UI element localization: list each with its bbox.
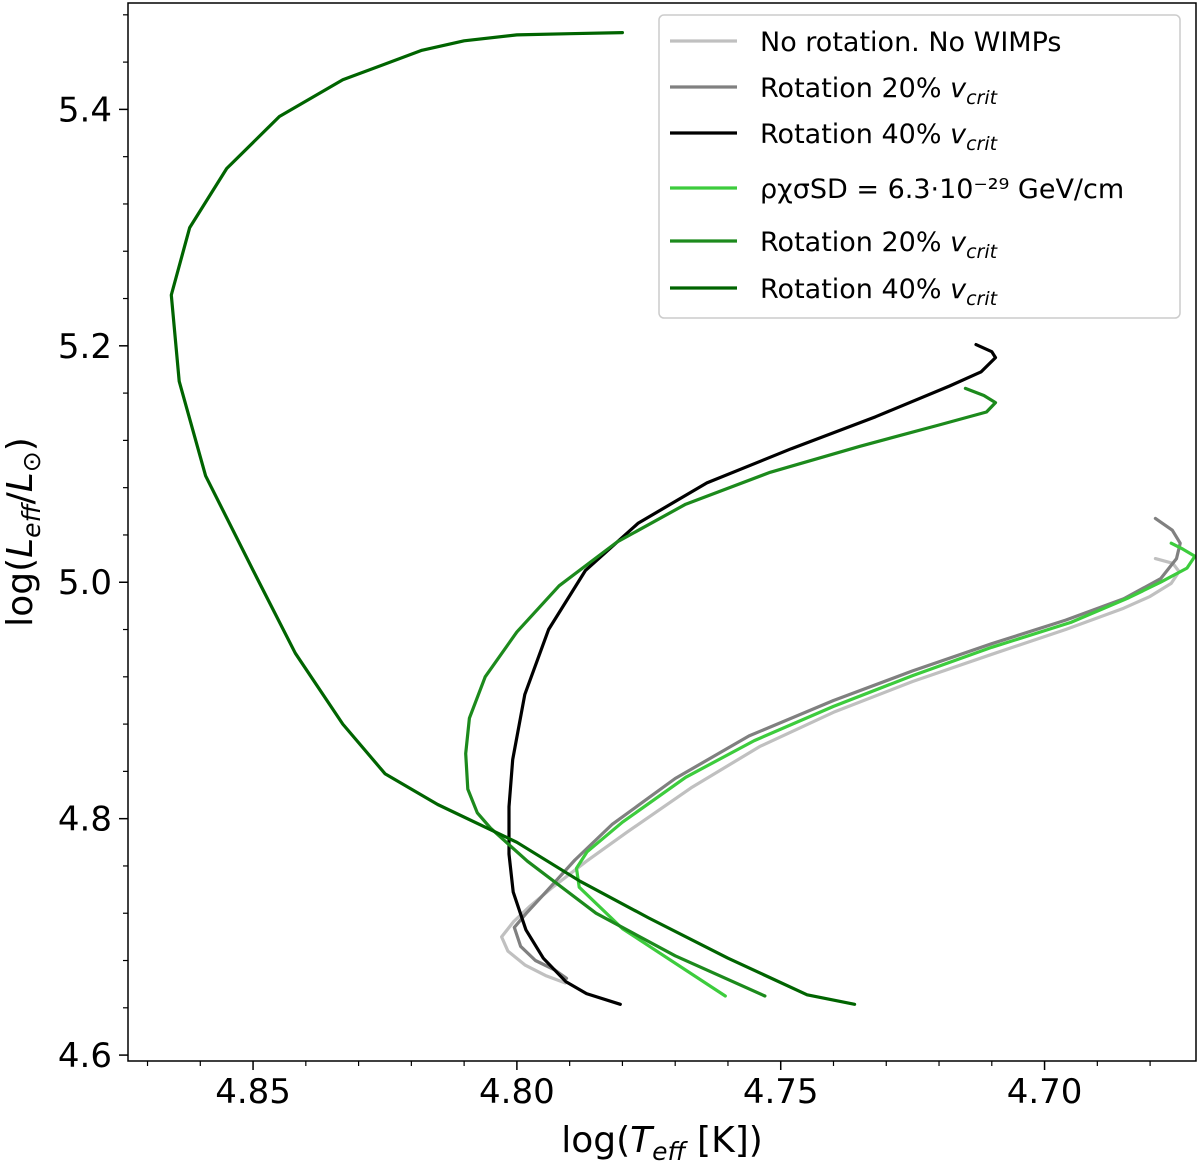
series-line-2 [512, 516, 1182, 980]
series-line-3 [507, 343, 998, 1006]
tick-layer: 4.85 4.80 4.75 4.70 4.6 4.8 5.0 5.2 5.4 [58, 14, 1151, 1112]
series-line-6 [169, 31, 857, 1006]
x-tick-label: 4.70 [1007, 1072, 1083, 1112]
legend-label: Rotation 20% vcrit [760, 73, 999, 109]
y-tick-label: 4.6 [58, 1036, 112, 1076]
x-tick-label: 4.80 [479, 1072, 555, 1112]
x-tick-label: 4.75 [743, 1072, 819, 1112]
y-tick-label: 5.0 [58, 563, 112, 603]
y-tick-label: 5.2 [58, 327, 112, 367]
legend-label: Rotation 40% vcrit [760, 119, 999, 155]
x-axis-label: log(Teff [K]) [561, 1120, 763, 1162]
y-tick-label: 5.4 [58, 90, 112, 130]
x-tick-label: 4.85 [215, 1072, 291, 1112]
series-line-4 [574, 541, 1197, 998]
legend-label: Rotation 40% vcrit [760, 274, 999, 310]
legend-box [658, 14, 1181, 319]
legend-label: No rotation. No WIMPs [760, 27, 1061, 58]
legend: No rotation. No WIMPs Rotation 20% vcrit R… [658, 14, 1181, 319]
legend-label: Rotation 20% vcrit [760, 227, 999, 263]
series-layer [169, 31, 1197, 1006]
y-tick-label: 4.8 [58, 800, 112, 840]
series-line-5 [464, 386, 998, 998]
legend-label: ρχσSD = 6.3·10⁻²⁹ GeV/cm [760, 174, 1124, 205]
series-line-1 [500, 557, 1181, 985]
plot-frame [127, 2, 1197, 1062]
